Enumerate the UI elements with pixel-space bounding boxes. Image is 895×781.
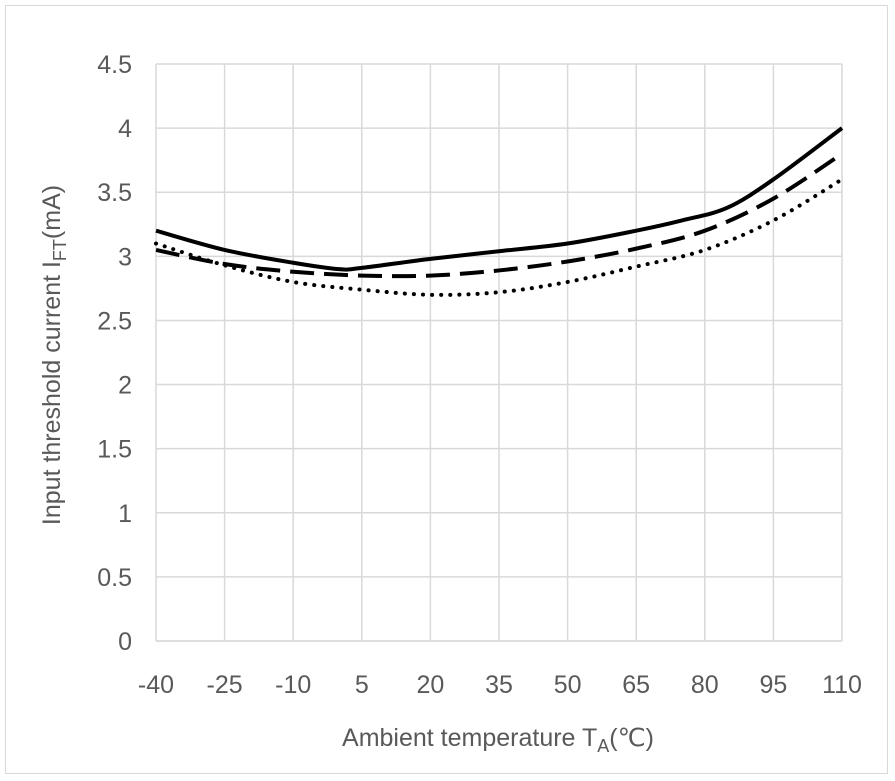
y-tick-label: 2.5 xyxy=(97,307,132,335)
x-tick-label: 20 xyxy=(416,671,444,699)
grid-lines xyxy=(155,63,843,642)
y-axis-title: Input threshold current IFT(mA) xyxy=(38,185,70,525)
x-tick-label: -40 xyxy=(138,671,174,699)
x-tick-label: 50 xyxy=(554,671,582,699)
chart-frame xyxy=(5,5,888,774)
x-tick-label: -10 xyxy=(275,671,311,699)
series-lines xyxy=(154,126,844,297)
x-tick-label: -25 xyxy=(207,671,243,699)
y-tick-label: 1 xyxy=(118,500,132,528)
x-tick-label: 110 xyxy=(822,671,862,699)
y-tick-label: 1.5 xyxy=(97,436,132,464)
y-tick-label: 4.5 xyxy=(97,51,132,79)
x-tick-label: 80 xyxy=(691,671,719,699)
series-line-solid xyxy=(155,126,844,272)
y-tick-label: 3.5 xyxy=(97,179,132,207)
y-tick-label: 4 xyxy=(118,115,132,143)
y-tick-labels: 0 0.5 1 1.5 2 2.5 3 3.5 4 4.5 xyxy=(97,51,132,656)
x-tick-label: 35 xyxy=(485,671,513,699)
x-axis-title: Ambient temperature TA(℃) xyxy=(342,724,654,756)
y-tick-label: 0.5 xyxy=(97,564,132,592)
y-tick-label: 0 xyxy=(118,628,132,656)
x-tick-label: 95 xyxy=(759,671,787,699)
x-tick-label: 5 xyxy=(355,671,369,699)
x-tick-labels: -40 -25 -10 5 20 35 50 65 80 95 110 xyxy=(138,671,862,699)
x-tick-label: 65 xyxy=(622,671,650,699)
series-line-dashed xyxy=(155,152,844,279)
y-tick-label: 3 xyxy=(118,243,132,271)
series-line-dotted xyxy=(154,177,844,297)
y-tick-label: 2 xyxy=(118,372,132,400)
